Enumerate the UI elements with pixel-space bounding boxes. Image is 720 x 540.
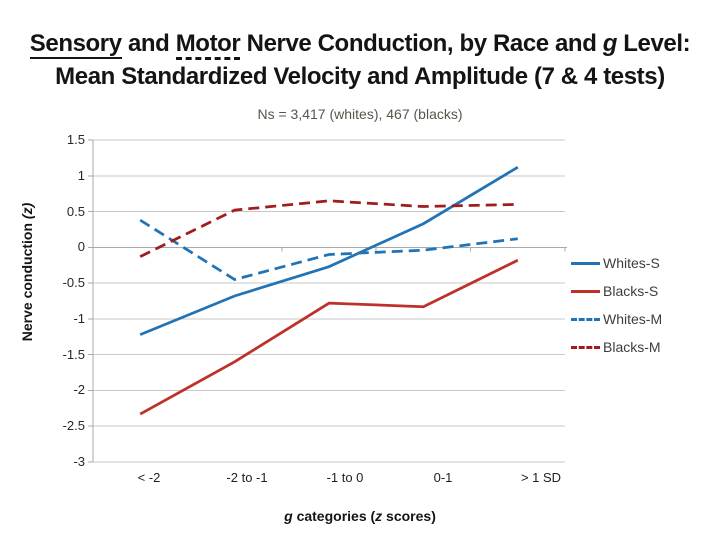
legend-item-whites-s: Whites-S — [571, 254, 662, 272]
legend-label: Whites-M — [603, 311, 663, 327]
x-axis-title-text: categories ( — [292, 508, 376, 524]
gridlines-group — [93, 139, 565, 463]
chart-title-line2: Mean Standardized Velocity and Amplitude… — [55, 63, 665, 90]
y-tick-label: 1.5 — [66, 132, 85, 147]
chart-title-line1: Sensory and Motor Nerve Conduction, by R… — [0, 27, 720, 60]
axes-group — [88, 139, 567, 463]
x-axis-title-text: scores) — [382, 508, 436, 524]
x-category-label: < -2 — [137, 470, 161, 485]
title-text: Nerve Conduction, by Race and — [240, 30, 603, 57]
legend-item-blacks-s: Blacks-S — [571, 282, 662, 300]
y-tick-label: 0 — [77, 239, 85, 255]
x-category-label: 0-1 — [433, 470, 453, 485]
legend-line-sample — [571, 317, 600, 321]
legend-label: Blacks-M — [603, 339, 661, 355]
legend-label: Whites-S — [603, 255, 660, 271]
y-tick-label: -0.5 — [62, 275, 85, 291]
legend-item-blacks-m: Blacks-M — [571, 338, 662, 356]
x-category-label: -1 to 0 — [326, 470, 364, 485]
title-g-italic: g — [602, 30, 618, 57]
x-category-label: -2 to -1 — [226, 470, 268, 485]
title-word-motor: Motor — [175, 30, 241, 60]
y-tick-label: -3 — [73, 454, 85, 469]
chart-title: Sensory and Motor Nerve Conduction, by R… — [0, 27, 720, 93]
legend-line-sample — [571, 345, 600, 349]
series-line-whites-m — [139, 218, 518, 282]
y-tick-label: -1 — [73, 310, 85, 326]
title-text: and — [121, 30, 176, 57]
series-line-blacks-m — [139, 199, 518, 258]
legend: Whites-S Blacks-S Whites-M Blacks-M — [571, 254, 662, 366]
title-word-sensory: Sensory — [29, 30, 122, 59]
y-tick-label: -2.5 — [62, 418, 85, 434]
y-axis-title: Nerve conduction (z) — [19, 177, 37, 367]
x-axis-title-g-italic: g — [284, 508, 293, 524]
y-tick-label: 1 — [77, 167, 85, 183]
series-line-whites-s — [139, 166, 519, 336]
legend-line-sample — [571, 261, 600, 265]
y-tick-label: -2 — [73, 382, 85, 398]
legend-line-sample — [571, 289, 600, 293]
y-axis-title-z-italic: (z) — [19, 202, 35, 220]
x-category-label: > 1 SD — [520, 470, 562, 485]
title-text: Level: — [616, 30, 691, 57]
x-axis-title: g categories (z scores) — [0, 508, 720, 524]
y-tick-label: -1.5 — [62, 346, 85, 362]
x-axis-title-z-italic: z — [375, 508, 383, 524]
series-group — [139, 166, 519, 416]
y-axis-title-text: Nerve conduction — [19, 219, 35, 342]
series-line-blacks-s — [139, 258, 519, 416]
legend-item-whites-m: Whites-M — [571, 310, 662, 328]
legend-label: Blacks-S — [603, 283, 659, 299]
chart-subtitle: Ns = 3,417 (whites), 467 (blacks) — [257, 106, 463, 122]
y-tick-label: 0.5 — [66, 203, 85, 219]
